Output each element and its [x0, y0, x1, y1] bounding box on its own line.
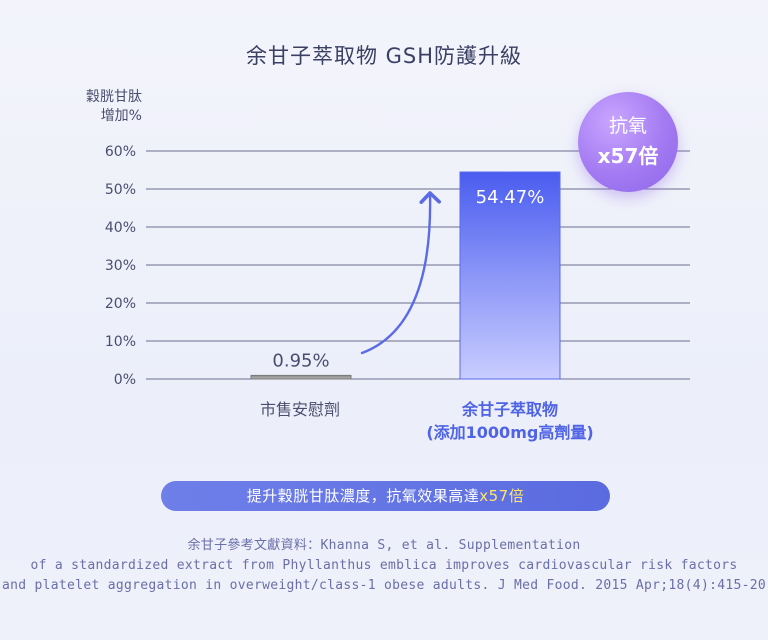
data-label-extract: 54.47%: [476, 187, 545, 208]
badge-line1: 抗氧: [608, 115, 647, 137]
category-label-placebo: 市售安慰劑: [259, 400, 340, 419]
bar-placebo: [250, 374, 352, 380]
badge-line2: x57倍: [597, 144, 659, 168]
highlight-emphasis: x57倍: [479, 487, 525, 505]
reference-line-1: 余甘子參考文獻資料：Khanna S, et al. Supplementati…: [187, 538, 581, 553]
bar-extract: [459, 171, 561, 380]
y-tick-label: 10%: [105, 334, 136, 350]
y-axis-label-line1: 穀胱甘肽: [86, 89, 142, 105]
y-tick-label: 30%: [105, 258, 136, 274]
y-axis-label: 穀胱甘肽 增加%: [62, 88, 142, 126]
y-tick-label: 40%: [105, 220, 136, 236]
y-tick-label: 20%: [105, 296, 136, 312]
category-label-extract: 余甘子萃取物 (添加1000mg高劑量): [400, 398, 620, 444]
bars: [250, 171, 561, 380]
data-label-placebo: 0.95%: [272, 350, 329, 371]
chart-title: 余甘子萃取物 GSH防護升級: [245, 44, 523, 68]
references: 余甘子參考文獻資料：Khanna S, et al. Supplementati…: [0, 536, 768, 596]
highlight-banner: 提升穀胱甘肽濃度，抗氧效果高達x57倍: [161, 481, 610, 511]
reference-line-2: of a standardized extract from Phyllanth…: [30, 558, 738, 573]
data-labels: 0.95% 54.47%: [272, 187, 544, 371]
y-tick-label: 0%: [114, 372, 136, 388]
y-tick-label: 50%: [105, 182, 136, 198]
category-label-extract-line2: (添加1000mg高劑量): [426, 423, 594, 442]
growth-arrow: [360, 191, 442, 355]
highlight-text: 提升穀胱甘肽濃度，抗氧效果高達: [246, 487, 480, 505]
y-tick-label: 60%: [105, 144, 136, 160]
category-label-extract-line1: 余甘子萃取物: [461, 400, 558, 419]
y-axis-label-line2: 增加%: [100, 108, 142, 124]
antioxidant-badge: 抗氧 x57倍: [578, 92, 678, 192]
reference-line-3: and platelet aggregation in overweight/c…: [2, 578, 766, 593]
y-tick-labels: 0% 10% 20% 30% 40% 50% 60%: [105, 144, 136, 388]
